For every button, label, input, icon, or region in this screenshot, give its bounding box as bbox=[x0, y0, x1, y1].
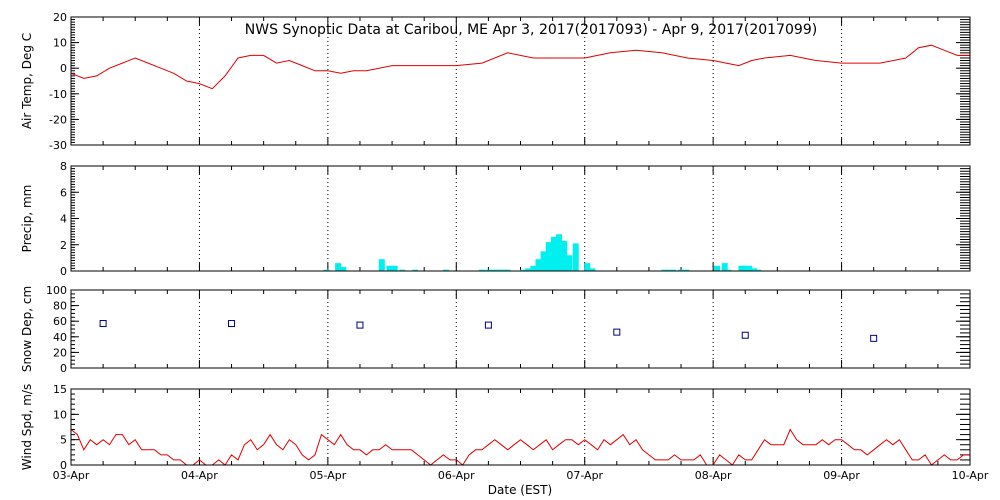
precip-bar bbox=[493, 269, 500, 271]
precip-bar bbox=[556, 234, 563, 271]
y-tick-label: 0 bbox=[60, 459, 67, 472]
y-tick-label: 2 bbox=[60, 239, 67, 252]
precip-bar bbox=[584, 263, 591, 271]
precip-bar bbox=[378, 259, 385, 271]
panel-wind: 0 5 10 15 Wind Spd, m/s bbox=[20, 383, 971, 472]
precip-bar bbox=[323, 269, 330, 271]
y-tick-label: 10 bbox=[53, 37, 67, 50]
precip-bar bbox=[496, 269, 503, 271]
x-tick-label: 03-Apr bbox=[53, 469, 90, 482]
precip-bar bbox=[713, 265, 720, 271]
y-tick-label: 0 bbox=[60, 265, 67, 278]
precip-bar bbox=[738, 265, 745, 271]
precip-bar bbox=[391, 265, 398, 271]
precip-bar bbox=[443, 269, 450, 271]
precip-bar bbox=[335, 263, 342, 271]
precip-bar bbox=[520, 269, 527, 271]
y-axis-label: Precip, mm bbox=[20, 185, 34, 253]
x-tick-label: 08-Apr bbox=[695, 469, 732, 482]
x-axis-label: Date (EST) bbox=[488, 483, 552, 497]
y-axis-label: Air Temp, Deg C bbox=[20, 33, 34, 129]
y-tick-label: 10 bbox=[53, 408, 67, 421]
snow-point bbox=[484, 321, 492, 329]
wind-series-line bbox=[70, 428, 970, 466]
precip-bar bbox=[746, 265, 753, 271]
precip-bar bbox=[489, 269, 496, 271]
y-tick-label: 8 bbox=[60, 160, 67, 173]
snow-point bbox=[870, 334, 878, 342]
precip-bar bbox=[670, 269, 677, 271]
snow-point bbox=[228, 320, 236, 328]
y-tick-label: 20 bbox=[53, 11, 67, 24]
y-tick-label: 6 bbox=[60, 186, 67, 199]
precip-bar bbox=[478, 269, 485, 271]
precip-bar bbox=[666, 269, 673, 271]
precip-bar bbox=[751, 268, 758, 271]
precip-bar bbox=[530, 265, 537, 271]
y-tick-label: 100 bbox=[46, 284, 67, 297]
precip-bar bbox=[572, 243, 579, 271]
precip-bar bbox=[412, 269, 419, 271]
panel-temp: -30 -20 -10 0 10 20 Air Temp, Deg C bbox=[20, 11, 971, 152]
chart-title: NWS Synoptic Data at Caribou, ME Apr 3, … bbox=[245, 22, 817, 38]
x-tick-label: 07-Apr bbox=[566, 469, 603, 482]
y-tick-label: 40 bbox=[53, 331, 67, 344]
y-tick-label: 0 bbox=[60, 362, 67, 375]
precip-bar bbox=[755, 269, 762, 271]
precip-bar bbox=[525, 268, 532, 271]
y-tick-label: 20 bbox=[53, 346, 67, 359]
panels: -30 -20 -10 0 10 20 Air Temp, Deg C 0 2 4 6 8 Precip… bbox=[20, 11, 971, 472]
x-tick-label: 06-Apr bbox=[438, 469, 475, 482]
precip-bar bbox=[535, 259, 542, 271]
precip-bar bbox=[545, 242, 552, 271]
precip-bar bbox=[683, 269, 690, 271]
y-tick-label: 80 bbox=[53, 300, 67, 313]
panel-frame bbox=[70, 388, 971, 466]
x-tick-label: 09-Apr bbox=[823, 469, 860, 482]
y-tick-label: -20 bbox=[49, 113, 67, 126]
precip-bar bbox=[742, 265, 749, 271]
snow-point bbox=[613, 328, 621, 336]
panel-snow: 0 20 40 60 80 100 Snow Dep, cm bbox=[20, 284, 971, 375]
precip-bar bbox=[340, 267, 347, 271]
temp-series-line bbox=[70, 44, 970, 90]
precip-bar bbox=[725, 269, 732, 271]
y-tick-label: -30 bbox=[49, 139, 67, 152]
precip-bar bbox=[566, 255, 573, 271]
snow-point bbox=[741, 331, 749, 339]
snow-point bbox=[99, 320, 107, 328]
precip-bar bbox=[540, 251, 547, 271]
precip-bar bbox=[504, 269, 511, 271]
y-axis-label: Snow Dep, cm bbox=[20, 286, 34, 372]
y-tick-label: 5 bbox=[60, 434, 67, 447]
panel-frame bbox=[70, 165, 971, 272]
panel-frame bbox=[70, 16, 971, 146]
snow-point bbox=[356, 321, 364, 329]
y-tick-label: 0 bbox=[60, 62, 67, 75]
precip-bar bbox=[386, 265, 393, 271]
x-tick-label: 05-Apr bbox=[309, 469, 346, 482]
x-tick-label: 10-Apr bbox=[952, 469, 989, 482]
y-tick-label: 4 bbox=[60, 213, 67, 226]
precip-bar bbox=[721, 263, 728, 271]
precip-bar bbox=[550, 236, 557, 271]
x-tick-label: 04-Apr bbox=[181, 469, 218, 482]
y-axis-label: Wind Spd, m/s bbox=[20, 384, 34, 470]
y-tick-label: -10 bbox=[49, 88, 67, 101]
panel-precip: 0 2 4 6 8 Precip, mm bbox=[20, 160, 971, 278]
precip-bar bbox=[500, 269, 507, 271]
precip-bar bbox=[399, 269, 406, 271]
x-tick-labels: 03-Apr 04-Apr 05-Apr 06-Apr 07-Apr 08-Apr 09-A… bbox=[53, 469, 989, 482]
y-tick-label: 15 bbox=[53, 383, 67, 396]
panel-frame bbox=[70, 289, 971, 369]
precip-bar bbox=[561, 240, 568, 271]
precip-bar bbox=[678, 269, 685, 271]
precip-bar bbox=[589, 268, 596, 271]
precip-bar bbox=[661, 269, 668, 271]
precip-bar bbox=[485, 269, 492, 271]
y-tick-label: 60 bbox=[53, 315, 67, 328]
